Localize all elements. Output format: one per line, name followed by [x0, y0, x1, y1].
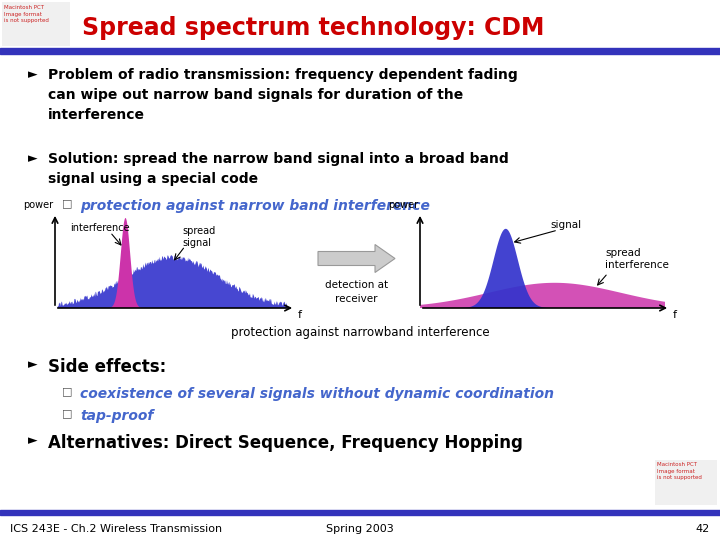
Text: Macintosh PCT
Image format
is not supported: Macintosh PCT Image format is not suppor… [657, 462, 702, 480]
Text: ►: ► [28, 152, 37, 165]
Text: □: □ [62, 386, 73, 396]
Bar [0, 510, 720, 515]
Bar [2, 2, 70, 46]
Text: Macintosh PCT
Image format
is not supported: Macintosh PCT Image format is not suppor… [4, 5, 49, 23]
Text: f: f [298, 310, 302, 320]
Text: Alternatives: Direct Sequence, Frequency Hopping: Alternatives: Direct Sequence, Frequency… [48, 434, 523, 452]
Text: coexistence of several signals without dynamic coordination: coexistence of several signals without d… [80, 387, 554, 401]
Text: ►: ► [28, 68, 37, 81]
Polygon shape [55, 255, 290, 308]
Text: f: f [673, 310, 677, 320]
Polygon shape [318, 245, 395, 273]
Bar [0, 48, 720, 54]
Text: □: □ [62, 408, 73, 418]
Text: power: power [23, 200, 53, 210]
Text: spread
interference: spread interference [605, 248, 669, 271]
Polygon shape [420, 229, 665, 308]
Text: Spread spectrum technology: CDM: Spread spectrum technology: CDM [82, 16, 544, 40]
Text: ICS 243E - Ch.2 Wireless Transmission: ICS 243E - Ch.2 Wireless Transmission [10, 524, 222, 534]
Text: □: □ [62, 198, 73, 208]
Text: Problem of radio transmission: frequency dependent fading
can wipe out narrow ba: Problem of radio transmission: frequency… [48, 68, 518, 122]
Text: power: power [388, 200, 418, 210]
Text: Spring 2003: Spring 2003 [326, 524, 394, 534]
Text: 42: 42 [696, 524, 710, 534]
Text: protection against narrowband interference: protection against narrowband interferen… [230, 326, 490, 339]
Text: Side effects:: Side effects: [48, 358, 166, 376]
Text: signal: signal [550, 220, 581, 230]
Text: spread
signal: spread signal [182, 226, 215, 248]
Text: detection at
receiver: detection at receiver [325, 280, 388, 303]
Text: interference: interference [70, 223, 130, 233]
Polygon shape [106, 218, 145, 308]
Text: ►: ► [28, 358, 37, 371]
Text: Solution: spread the narrow band signal into a broad band
signal using a special: Solution: spread the narrow band signal … [48, 152, 509, 186]
Text: tap-proof: tap-proof [80, 409, 153, 423]
Text: ►: ► [28, 434, 37, 447]
Bar [655, 460, 717, 505]
Text: protection against narrow band interference: protection against narrow band interfere… [80, 199, 430, 213]
Polygon shape [420, 283, 665, 308]
